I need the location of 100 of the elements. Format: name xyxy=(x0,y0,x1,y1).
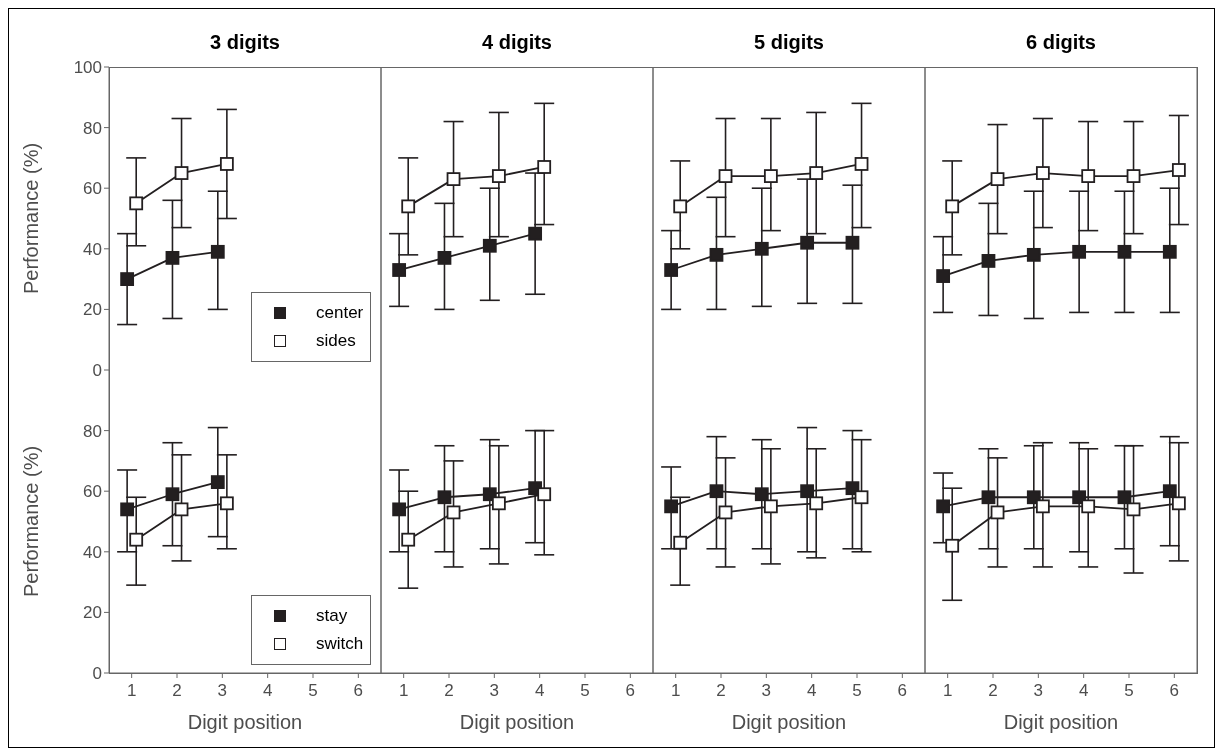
x-tick-label: 4 xyxy=(262,681,273,701)
point xyxy=(800,235,815,250)
x-tick-label: 1 xyxy=(942,681,953,701)
point xyxy=(990,172,1005,187)
point xyxy=(1162,244,1177,259)
x-tick-label: 3 xyxy=(1033,681,1044,701)
y-axis-title: Performance (%) xyxy=(20,445,43,598)
point xyxy=(528,226,543,241)
point xyxy=(446,505,461,520)
x-tick-label: 6 xyxy=(897,681,908,701)
y-tick-label: 60 xyxy=(83,179,102,199)
point xyxy=(1126,502,1141,517)
point xyxy=(129,196,144,211)
y-tick-label: 0 xyxy=(92,361,102,381)
point xyxy=(718,505,733,520)
point xyxy=(673,199,688,214)
legend-label: sides xyxy=(316,331,356,351)
point xyxy=(482,238,497,253)
point xyxy=(401,532,416,547)
legend-label: center xyxy=(316,303,364,323)
point xyxy=(990,505,1005,520)
x-tick-label: 4 xyxy=(534,681,545,701)
x-tick-label: 5 xyxy=(1124,681,1134,701)
x-tick-label: 2 xyxy=(444,681,454,701)
x-axis-title: Digit position xyxy=(459,711,575,733)
x-tick-label: 3 xyxy=(217,681,228,701)
x-axis-title: Digit position xyxy=(187,711,303,733)
point xyxy=(1035,166,1050,180)
x-tick-label: 2 xyxy=(172,681,182,701)
point xyxy=(491,496,506,511)
point xyxy=(945,538,960,553)
x-axis-title: Digit position xyxy=(731,711,847,733)
point xyxy=(120,272,135,286)
point xyxy=(754,487,769,502)
point xyxy=(1171,163,1186,177)
point xyxy=(945,199,960,214)
point xyxy=(763,499,778,514)
legend-label: stay xyxy=(316,606,348,626)
x-tick-label: 4 xyxy=(1078,681,1089,701)
point xyxy=(1081,499,1096,514)
x-tick-label: 6 xyxy=(353,681,364,701)
y-tick-label: 80 xyxy=(83,118,102,138)
y-tick-label: 20 xyxy=(83,603,102,623)
point xyxy=(673,535,688,550)
y-tick-label: 80 xyxy=(83,421,102,441)
x-tick-label: 5 xyxy=(580,681,590,701)
point xyxy=(446,172,461,187)
point xyxy=(401,199,416,214)
point xyxy=(809,166,824,180)
point xyxy=(981,254,996,268)
point xyxy=(437,490,452,505)
x-tick-label: 2 xyxy=(988,681,998,701)
point xyxy=(718,169,733,183)
y-tick-label: 60 xyxy=(83,482,102,502)
legend-label: switch xyxy=(316,634,364,654)
y-tick-label: 0 xyxy=(92,664,102,684)
x-tick-label: 2 xyxy=(716,681,726,701)
point xyxy=(1126,169,1141,183)
point xyxy=(1117,244,1132,259)
point xyxy=(1072,244,1087,259)
point xyxy=(219,496,234,511)
point xyxy=(129,532,144,547)
point xyxy=(210,475,225,490)
y-tick-label: 40 xyxy=(83,239,102,259)
point xyxy=(210,244,225,259)
point xyxy=(1026,247,1041,262)
point xyxy=(709,484,724,499)
point xyxy=(754,241,769,256)
chart-title: 3 digits xyxy=(209,31,281,54)
point xyxy=(437,250,452,265)
chart-title: 5 digits xyxy=(753,31,825,54)
point xyxy=(491,169,506,183)
point xyxy=(165,487,180,502)
point xyxy=(845,235,860,250)
point xyxy=(120,502,135,517)
chart-title: 4 digits xyxy=(481,31,553,54)
y-tick-label: 100 xyxy=(73,58,102,78)
y-tick-label: 20 xyxy=(83,300,102,320)
point xyxy=(800,484,815,499)
point xyxy=(174,166,189,180)
point xyxy=(854,490,869,505)
point xyxy=(854,157,869,171)
x-tick-label: 4 xyxy=(806,681,817,701)
point xyxy=(664,499,679,514)
x-tick-label: 5 xyxy=(308,681,318,701)
point xyxy=(1035,499,1050,514)
point xyxy=(165,250,180,265)
x-tick-label: 6 xyxy=(625,681,636,701)
point xyxy=(537,487,552,502)
point xyxy=(174,502,189,517)
y-axis-title: Performance (%) xyxy=(20,142,43,295)
x-tick-label: 5 xyxy=(852,681,862,701)
point xyxy=(936,499,951,514)
point xyxy=(709,247,724,262)
x-axis-title: Digit position xyxy=(1003,711,1119,733)
point xyxy=(664,263,679,277)
point xyxy=(392,263,407,277)
point xyxy=(219,157,234,171)
x-tick-label: 1 xyxy=(670,681,681,701)
point xyxy=(392,502,407,517)
